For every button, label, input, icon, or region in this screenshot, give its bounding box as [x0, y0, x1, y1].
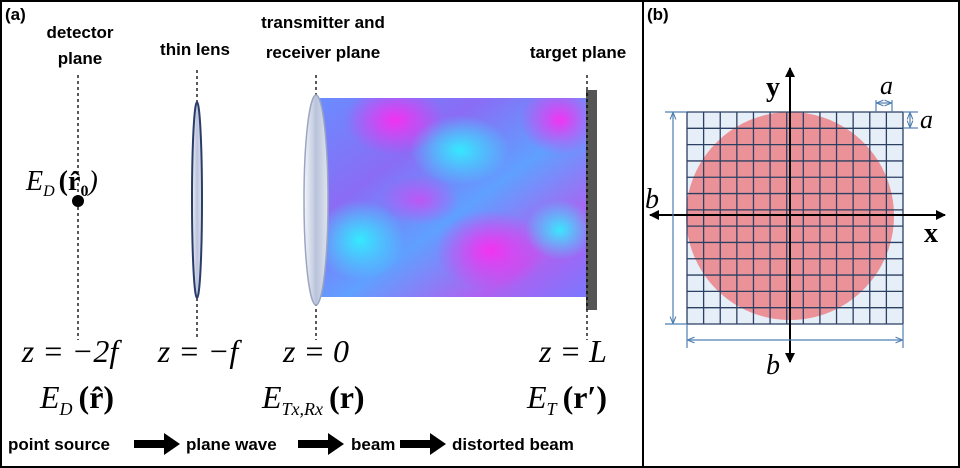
transmitter-lens: [303, 94, 329, 306]
z-position: z = −2f: [21, 333, 123, 369]
source-field: ED (r̂0): [25, 166, 98, 200]
flow-step: plane wave: [186, 435, 277, 454]
dimension-label: a: [880, 71, 893, 100]
dimension-lines: [665, 100, 918, 348]
plane-title: detector plane: [46, 23, 113, 68]
axis-label: y: [766, 72, 780, 103]
flow-step: distorted beam: [452, 435, 574, 454]
field-label: ED (r̂): [39, 379, 114, 419]
plane-title: transmitter and receiver plane: [261, 13, 385, 62]
field-label: ET (r′): [526, 379, 607, 419]
flow-arrows: [134, 433, 446, 455]
panel-label: (b): [647, 5, 669, 24]
axis-label: x: [924, 218, 938, 249]
thin-lens: [191, 101, 203, 299]
flow-step: point source: [8, 435, 110, 454]
dimension-label: b: [645, 184, 659, 215]
target-plane: [586, 90, 597, 310]
plane-title: thin lens: [160, 40, 230, 59]
z-position: z = −f: [157, 333, 243, 369]
beam: [318, 98, 588, 297]
flow-step: beam: [351, 435, 395, 454]
sampling-grid: [686, 111, 904, 325]
z-position: z = 0: [282, 333, 349, 369]
panel-label: (a): [5, 5, 26, 24]
z-position: z = L: [538, 333, 607, 369]
dimension-label: a: [920, 105, 933, 134]
dimension-label: b: [766, 350, 780, 381]
field-label: ETx,Rx (r): [261, 379, 365, 419]
point-source: [72, 195, 84, 207]
plane-title: target plane: [530, 43, 626, 62]
